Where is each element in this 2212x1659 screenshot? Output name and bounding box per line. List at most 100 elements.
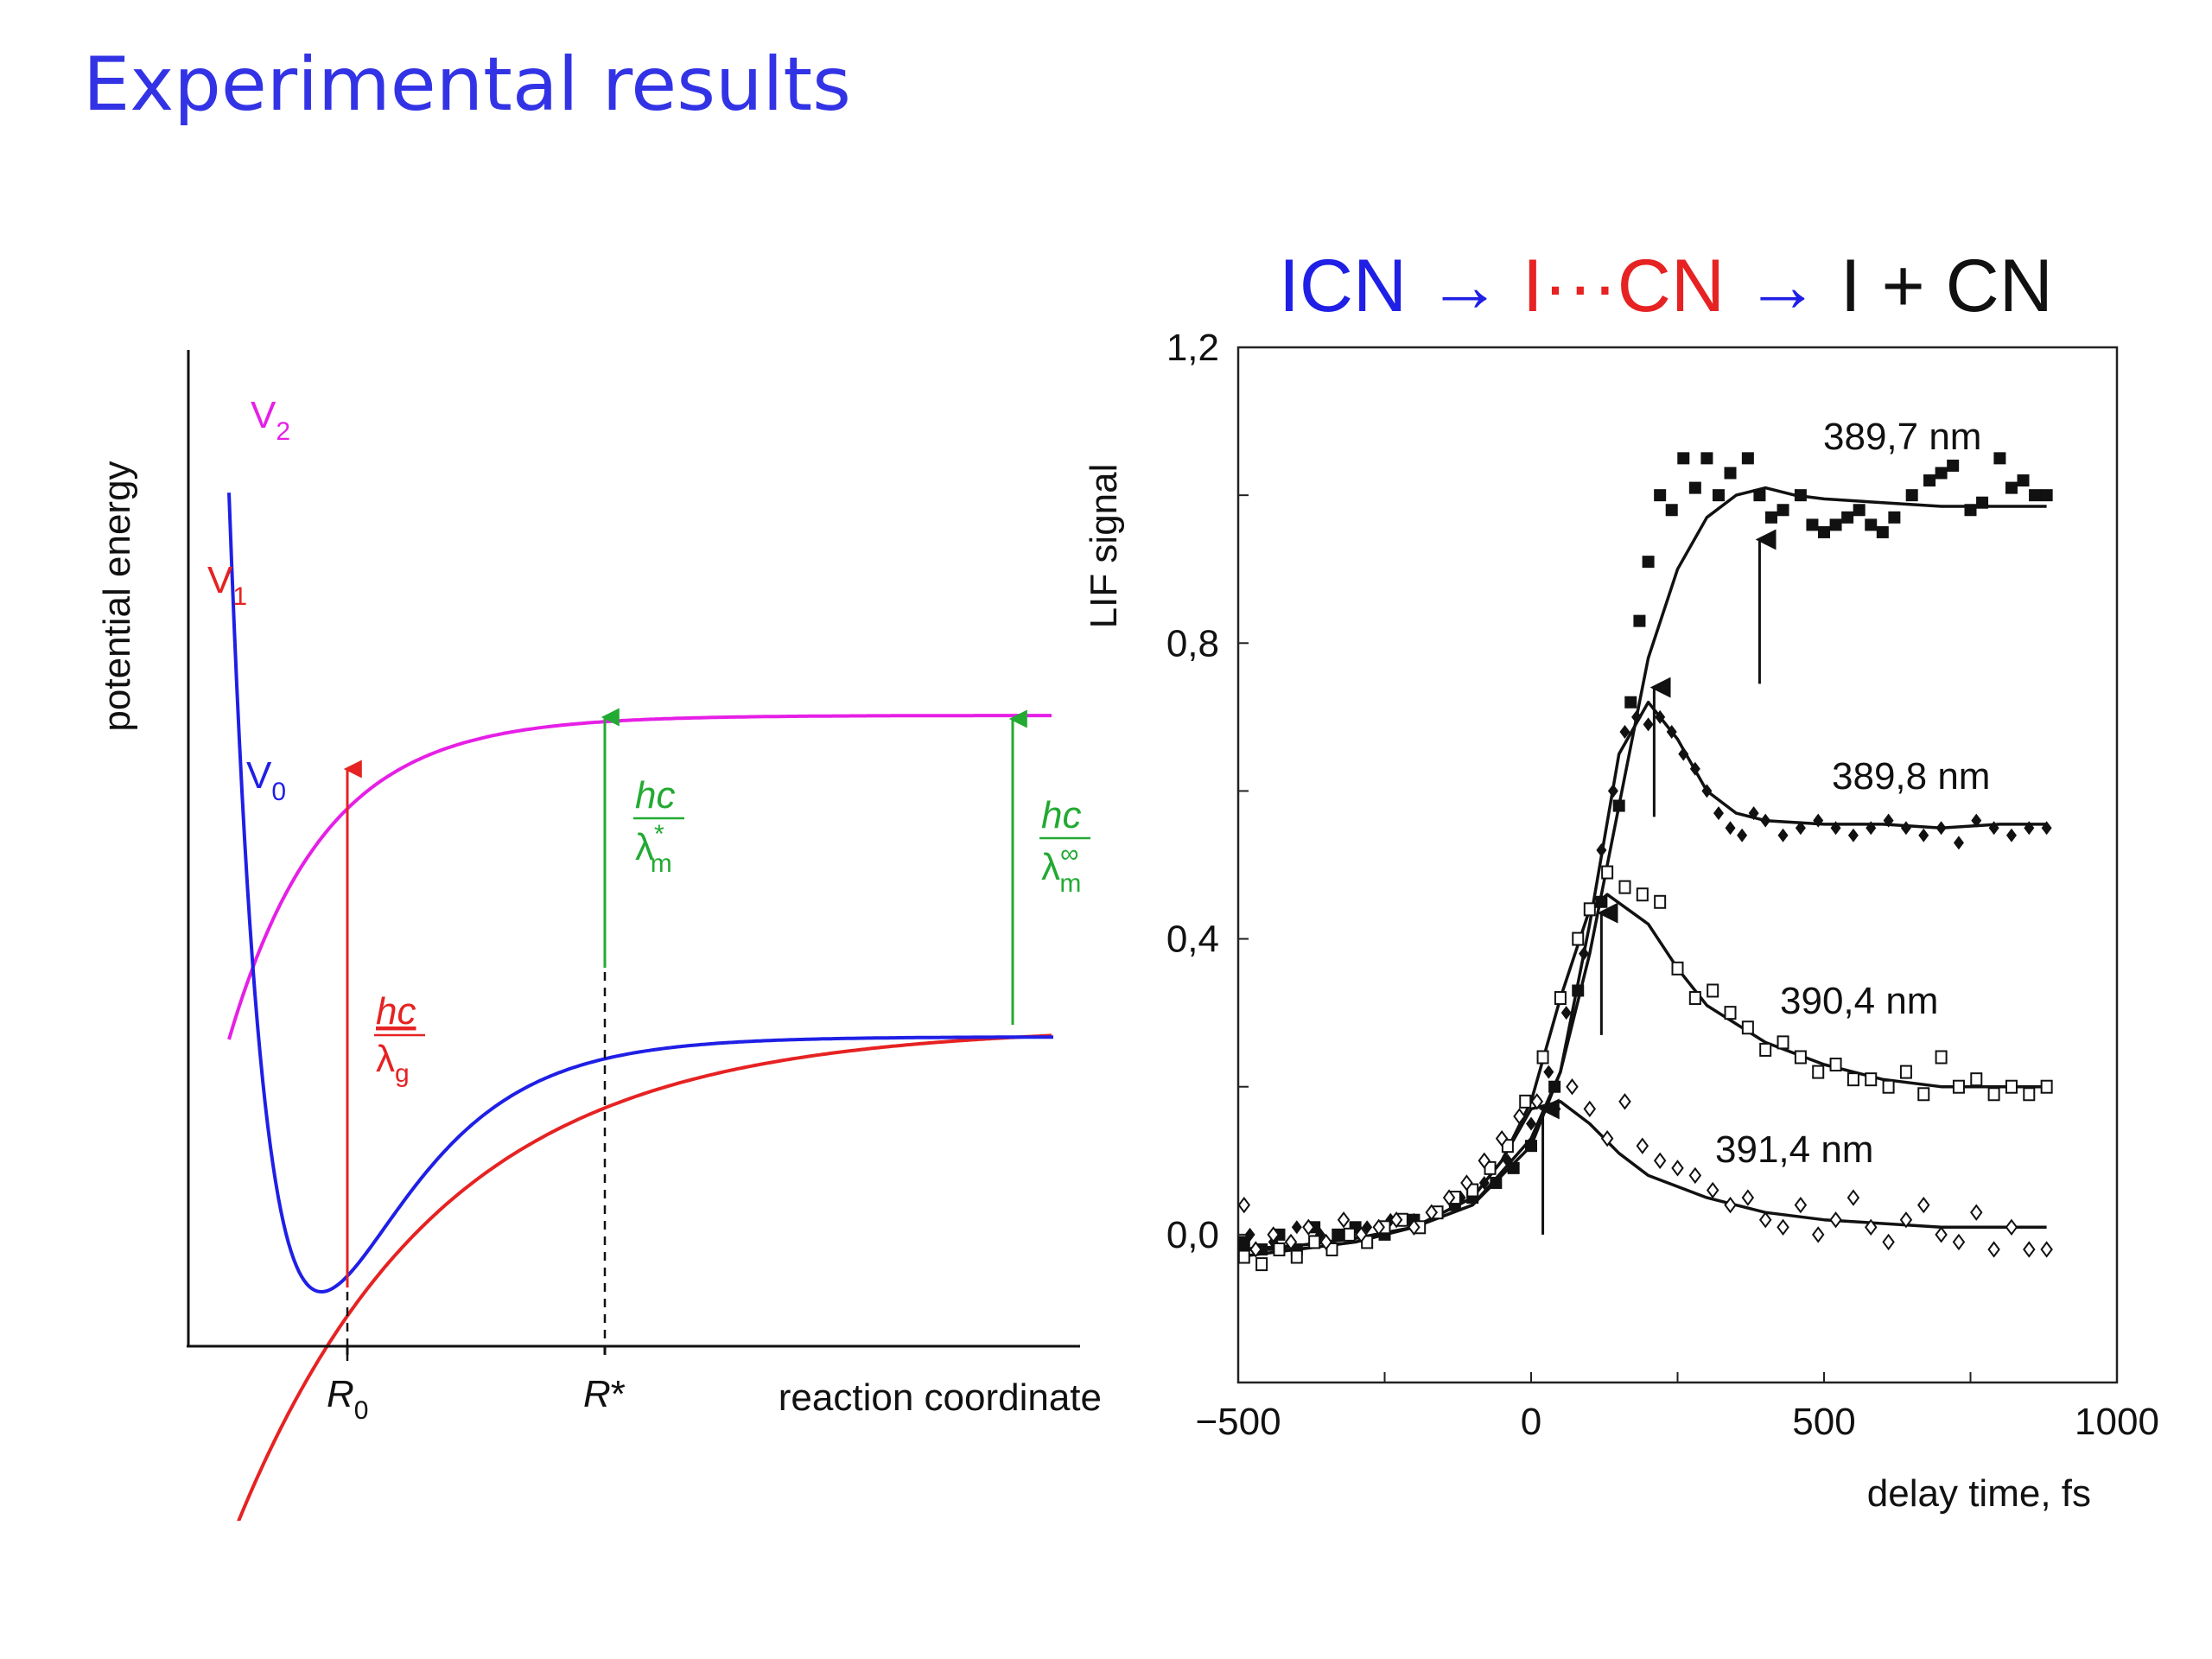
data-point-series-2 [1601,865,1614,880]
data-point-series-2 [1741,1020,1754,1035]
data-point-series-1 [1502,1154,1513,1168]
svg-text:λ*m: λ* m [635,820,672,878]
data-point-series-1 [2024,821,2035,836]
slide-title: Experimental results [83,41,851,128]
data-point-series-0 [1612,799,1625,812]
data-point-series-3 [1987,1241,2000,1258]
data-point-series-1 [1737,828,1748,842]
data-point-series-1 [1526,1116,1536,1131]
data-point-series-0 [1525,1140,1537,1153]
data-point-series-1 [1643,717,1654,732]
data-point-series-1 [1936,821,1947,836]
data-point-series-2 [1273,1242,1286,1256]
data-point-series-1 [1560,1006,1572,1020]
data-point-series-2 [1865,1072,1878,1087]
data-point-series-3 [1618,1093,1631,1110]
data-point-series-3 [1671,1160,1684,1177]
reaction-intermediate: I···CN [1522,245,1725,327]
data-point-series-2 [1759,1042,1772,1057]
data-point-series-0 [1753,489,1766,502]
curve-label-v1: V1 [207,559,247,611]
data-point-series-1 [1478,1175,1490,1190]
data-point-series-2 [1572,931,1585,946]
curve-label-v0: V0 [246,754,286,806]
reaction-reactant: ICN [1279,245,1407,327]
data-point-series-1 [1813,813,1824,828]
transition-label-hc-lambda-m-star: hc λ* m [633,774,684,878]
data-point-series-0 [2005,481,2018,494]
data-point-series-0 [1572,984,1585,997]
svg-text:hc: hc [635,774,675,817]
data-point-series-1 [1607,784,1618,798]
data-point-series-1 [2041,821,2052,836]
data-point-series-3 [1237,1196,1251,1214]
data-point-series-1 [1666,724,1677,739]
reaction-arrow-1: → [1407,245,1522,327]
data-point-series-2 [1519,1094,1532,1109]
data-point-series-1 [1619,724,1630,739]
data-point-series-1 [2005,828,2017,842]
data-point-series-2 [1308,1235,1321,1249]
fit-curve-0 [1237,486,2047,1251]
data-point-series-3 [1249,1241,1262,1258]
data-point-series-3 [1600,1129,1614,1147]
data-point-series-3 [1566,1078,1579,1096]
data-point-series-3 [1777,1218,1789,1236]
data-point-series-0 [1841,511,1854,524]
data-point-series-2 [1618,880,1631,894]
x-tick-label: −500 [1195,1401,1281,1443]
svg-text:λg: λg [376,1038,410,1088]
data-point-series-2 [1255,1257,1268,1272]
data-point-series-1 [1291,1220,1302,1235]
data-point-series-0 [1876,525,1889,538]
y-tick-label: 0,0 [1166,1214,1219,1256]
data-point-series-0 [1624,696,1637,709]
svg-text:hc: hc [1041,794,1081,836]
data-point-series-0 [1829,518,1842,531]
data-point-series-0 [1642,556,1655,569]
data-point-series-3 [1952,1233,1966,1251]
data-point-series-0 [1764,511,1777,524]
chart-y-axis-label: LIF signal [1083,464,1125,629]
data-point-series-1 [1596,842,1607,857]
data-point-series-3 [1970,1204,1983,1221]
data-point-series-0 [2040,489,2053,502]
data-point-series-1 [1725,821,1736,836]
data-point-series-0 [1665,504,1678,517]
data-point-series-3 [1688,1166,1702,1185]
series-label-0: 389,7 nm [1823,416,1981,458]
curve-v2 [227,714,1052,1040]
x-tick-label: 0 [1521,1401,1541,1443]
data-point-series-0 [1237,1236,1250,1249]
svg-text:hc: hc [376,990,416,1033]
data-point-series-3 [1337,1211,1351,1229]
data-point-series-1 [1579,946,1590,961]
transition-label-hc-lambda-g: hc λg [374,990,425,1088]
svg-text:λ∞m: λ∞ m [1041,840,1081,898]
data-point-series-2 [2040,1079,2053,1094]
data-point-series-3 [1389,1211,1403,1229]
data-point-series-2 [1343,1227,1356,1242]
data-point-series-0 [1548,1080,1561,1093]
data-point-series-3 [1495,1129,1509,1147]
x-tick-label: 500 [1792,1401,1855,1443]
data-point-series-3 [1917,1196,1930,1214]
tick-label-r0: R0 [327,1373,368,1425]
data-point-series-1 [1244,1227,1255,1242]
data-point-series-3 [1741,1189,1755,1206]
data-point-series-3 [1794,1196,1808,1214]
data-point-series-1 [1689,761,1700,776]
data-point-series-2 [1917,1087,1930,1102]
data-point-series-1 [1655,709,1666,724]
data-point-series-0 [1507,1161,1520,1174]
data-point-series-0 [1935,467,1948,480]
data-point-series-3 [2040,1241,2053,1258]
data-point-series-1 [1701,784,1713,798]
data-point-series-2 [1724,1006,1737,1020]
y-tick-label: 1,2 [1166,327,1219,369]
data-point-series-2 [2005,1079,2018,1094]
data-point-series-2 [1290,1249,1303,1264]
data-point-series-3 [1706,1181,1719,1199]
data-point-series-2 [1794,1050,1807,1065]
